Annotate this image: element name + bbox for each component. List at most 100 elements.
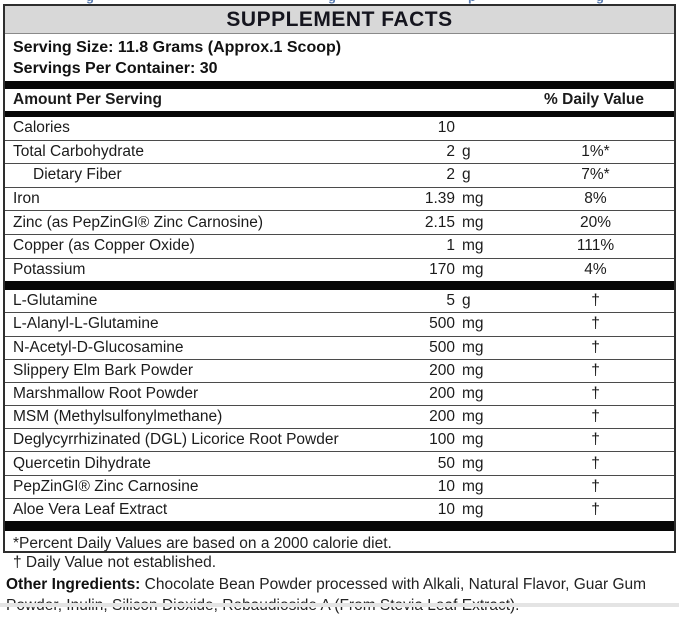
daily-value: † — [591, 431, 600, 449]
ingredient-name: Dietary Fiber — [33, 166, 122, 184]
table-row: Copper (as Copper Oxide) 1 mg 111% — [5, 233, 674, 258]
table-row: PepZinGI® Zinc Carnosine 10 mg † — [5, 474, 674, 498]
ingredient-name: L-Alanyl-L-Glutamine — [13, 315, 159, 333]
daily-value: † — [591, 315, 600, 333]
amount-unit: mg — [462, 408, 484, 426]
amount-value: 50 — [437, 454, 455, 472]
amount-value: 100 — [429, 431, 455, 449]
amount-value: 200 — [429, 408, 455, 426]
amount-value: 2 — [446, 142, 455, 160]
table-row: MSM (Methylsulfonylmethane) 200 mg † — [5, 405, 674, 428]
daily-value: † — [591, 292, 600, 310]
clipped-blue-text-fragments: g g g p — [0, 0, 679, 4]
amount-unit: mg — [462, 338, 484, 356]
ingredient-name: PepZinGI® Zinc Carnosine — [13, 477, 199, 495]
amount-value: 200 — [429, 385, 455, 402]
ingredient-name: Quercetin Dihydrate — [13, 454, 151, 472]
ingredient-name: L-Glutamine — [13, 292, 98, 310]
ingredient-name: Slippery Elm Bark Powder — [13, 361, 194, 379]
ingredient-name: Marshmallow Root Powder — [13, 385, 199, 402]
amount-value: 1.39 — [424, 190, 455, 208]
amount-unit: mg — [462, 190, 484, 208]
table-row: Zinc (as PepZinGI® Zinc Carnosine) 2.15 … — [5, 210, 674, 234]
table-row: Quercetin Dihydrate 50 mg † — [5, 451, 674, 474]
amount-value: 500 — [429, 338, 455, 356]
supplement-facts-panel: SUPPLEMENT FACTS Serving Size: 11.8 Gram… — [3, 4, 676, 571]
daily-value: 20% — [579, 213, 612, 231]
daily-value: † — [591, 477, 600, 495]
daily-value: † — [591, 454, 600, 472]
percent-daily-value-header: % Daily Value — [544, 91, 644, 108]
footnote-daily-value-basis: *Percent Daily Values are based on a 200… — [13, 535, 392, 553]
table-row: Iron 1.39 mg 8% — [5, 186, 674, 211]
table-row: N-Acetyl-D-Glucosamine 500 mg † — [5, 335, 674, 359]
amount-value: 5 — [446, 292, 455, 310]
amount-unit: g — [462, 166, 471, 184]
table-row: Aloe Vera Leaf Extract 10 mg † — [5, 497, 674, 521]
title-bar: SUPPLEMENT FACTS — [5, 6, 674, 34]
other-ingredients: Other Ingredients: Chocolate Bean Powder… — [6, 574, 674, 617]
amount-value: 2.15 — [424, 213, 455, 231]
ingredient-name: Potassium — [13, 260, 86, 278]
ingredient-name: Copper (as Copper Oxide) — [13, 237, 195, 255]
daily-value: 7%* — [581, 166, 610, 184]
amount-unit: mg — [462, 315, 484, 333]
table-row: Total Carbohydrate 2 g 1%* — [5, 139, 674, 164]
table-row: Potassium 170 mg 4% — [5, 257, 674, 282]
bottom-edge-strip — [0, 603, 679, 607]
amount-unit: g — [462, 292, 471, 310]
ingredient-name: Aloe Vera Leaf Extract — [13, 500, 168, 518]
clipped-glyph: g — [86, 0, 94, 4]
amount-unit: mg — [462, 260, 484, 278]
divider-bar-thick — [5, 521, 674, 532]
servings-per-container: Servings Per Container: 30 — [13, 60, 218, 77]
amount-unit: mg — [462, 477, 484, 495]
amount-unit: mg — [462, 431, 484, 449]
ingredient-name: Iron — [13, 190, 40, 208]
amount-value: 170 — [429, 260, 455, 278]
amount-unit: mg — [462, 213, 484, 231]
column-header-row: Amount Per Serving % Daily Value — [5, 89, 674, 111]
amount-unit: mg — [462, 454, 484, 472]
ingredient-name: Deglycyrrhizinated (DGL) Licorice Root P… — [13, 431, 339, 449]
clipped-glyph: g — [328, 0, 336, 4]
daily-value: 8% — [584, 190, 607, 208]
amount-unit: mg — [462, 361, 484, 379]
daily-value: † — [591, 500, 600, 518]
amount-unit: g — [462, 142, 471, 160]
amount-value: 10 — [437, 119, 455, 137]
daily-value: † — [591, 385, 600, 402]
divider-bar-thick — [5, 81, 674, 89]
daily-value: † — [591, 338, 600, 356]
footnote-not-established: † Daily Value not established. — [13, 553, 217, 571]
table-row: L-Alanyl-L-Glutamine 500 mg † — [5, 312, 674, 335]
daily-value: 4% — [584, 260, 607, 278]
table-row: Slippery Elm Bark Powder 200 mg † — [5, 358, 674, 382]
amount-unit: mg — [462, 237, 484, 255]
nutrients-section: Calories 10 Total Carbohydrate 2 g 1%* D… — [5, 117, 674, 281]
amount-value: 10 — [437, 477, 455, 495]
clipped-glyph: p — [468, 0, 476, 4]
ingredient-name: N-Acetyl-D-Glucosamine — [13, 338, 184, 356]
supplement-ingredients-section: L-Glutamine 5 g † L-Alanyl-L-Glutamine 5… — [5, 290, 674, 521]
page-title: SUPPLEMENT FACTS — [226, 7, 453, 31]
table-row: Deglycyrrhizinated (DGL) Licorice Root P… — [5, 428, 674, 451]
amount-value: 10 — [437, 500, 455, 518]
daily-value: † — [591, 408, 600, 426]
divider-bar-medium — [5, 111, 674, 117]
amount-per-serving-header: Amount Per Serving — [13, 91, 162, 108]
amount-value: 1 — [446, 237, 455, 255]
amount-value: 500 — [429, 315, 455, 333]
ingredient-name: Calories — [13, 119, 70, 137]
serving-size: Serving Size: 11.8 Grams (Approx.1 Scoop… — [13, 39, 342, 56]
amount-value: 2 — [446, 166, 455, 184]
ingredient-name: MSM (Methylsulfonylmethane) — [13, 408, 223, 426]
table-row: Marshmallow Root Powder 200 mg † — [5, 381, 674, 405]
amount-unit: mg — [462, 385, 484, 402]
daily-value: † — [591, 361, 600, 379]
table-row: L-Glutamine 5 g † — [5, 290, 674, 312]
clipped-glyph: g — [596, 0, 604, 4]
ingredient-name: Total Carbohydrate — [13, 142, 144, 160]
footnotes: *Percent Daily Values are based on a 200… — [5, 531, 674, 572]
serving-info: Serving Size: 11.8 Grams (Approx.1 Scoop… — [5, 34, 674, 81]
